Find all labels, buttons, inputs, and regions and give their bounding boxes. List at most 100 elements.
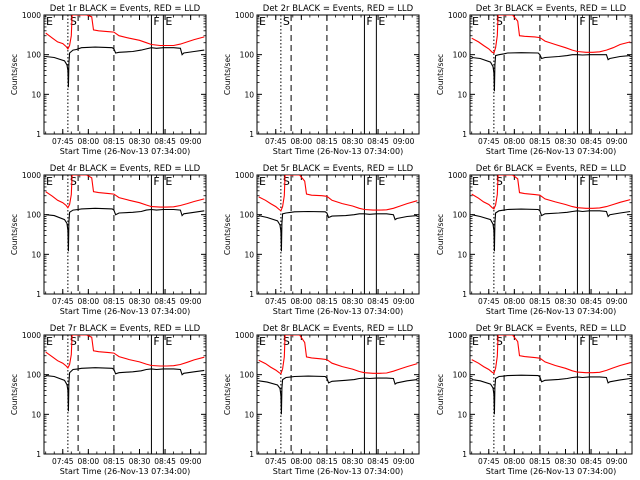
chart-title: Det 3r BLACK = Events, RED = LLD [476,4,627,14]
y-tick-label: 1 [462,450,467,459]
event-marker-label: E [378,335,385,348]
series-events-line [45,207,205,252]
x-tick-label: 09:00 [180,297,202,306]
x-tick-label: 07:45 [52,457,74,466]
event-marker-label: E [472,335,479,348]
event-marker-label: F [366,175,372,188]
x-tick-label: 08:00 [78,137,100,146]
event-marker-label: E [46,175,53,188]
x-tick-label: 08:15 [529,137,551,146]
x-tick-label: 08:30 [129,457,151,466]
x-tick-label: 08:45 [154,137,176,146]
y-tick-label: 1 [249,450,254,459]
y-tick-label: 100 [240,371,255,380]
x-tick-label: 08:30 [555,457,577,466]
x-axis-label: Start Time (26-Nov-13 07:34:00) [486,467,616,476]
x-tick-label: 07:45 [265,297,287,306]
y-tick-label: 1000 [22,331,41,340]
x-tick-label: 08:45 [154,297,176,306]
x-axis-label: Start Time (26-Nov-13 07:34:00) [273,147,403,156]
x-tick-label: 07:45 [52,297,74,306]
x-tick-label: 08:45 [580,297,602,306]
event-marker-label: E [472,175,479,188]
x-tick-label: 08:00 [78,457,100,466]
x-tick-label: 09:00 [180,137,202,146]
x-tick-label: 08:30 [555,297,577,306]
x-axis-label: Start Time (26-Nov-13 07:34:00) [273,307,403,316]
x-tick-label: 08:30 [555,137,577,146]
x-tick-label: 08:00 [504,137,526,146]
chart-title: Det 9r BLACK = Events, RED = LLD [476,324,627,334]
y-tick-label: 1000 [22,11,41,20]
event-marker-label: E [378,15,385,28]
x-tick-label: 08:45 [580,137,602,146]
x-axis-label: Start Time (26-Nov-13 07:34:00) [486,307,616,316]
y-tick-label: 100 [27,371,42,380]
event-marker-label: E [591,175,598,188]
y-tick-label: 1000 [448,331,467,340]
event-marker-label: S [496,15,503,28]
x-tick-label: 08:00 [291,297,313,306]
x-tick-label: 08:15 [529,297,551,306]
series-lld-line [45,15,205,50]
x-tick-label: 07:45 [52,137,74,146]
event-marker-label: E [472,15,479,28]
event-marker-label: F [153,15,159,28]
chart-title: Det 4r BLACK = Events, RED = LLD [50,164,201,174]
x-tick-label: 08:15 [316,457,338,466]
x-tick-label: 09:00 [606,297,628,306]
series-lld-line [258,175,418,212]
x-tick-label: 08:45 [367,457,389,466]
series-lld-line [471,335,631,375]
y-tick-label: 100 [453,51,468,60]
x-tick-label: 08:15 [316,137,338,146]
event-marker-label: F [366,335,372,348]
event-marker-label: E [165,175,172,188]
series-events-line [258,375,418,415]
x-tick-label: 09:00 [393,297,415,306]
x-tick-label: 07:45 [478,457,500,466]
chart-title: Det 6r BLACK = Events, RED = LLD [476,164,627,174]
x-tick-label: 09:00 [393,457,415,466]
event-marker-label: S [283,335,290,348]
y-axis-label: Counts/sec [223,214,232,255]
x-tick-label: 08:45 [367,137,389,146]
y-axis-label: Counts/sec [10,374,19,415]
chart-panel-4: Det 4r BLACK = Events, RED = LLD 1 10 100 10… [10,164,207,316]
event-marker-label: S [70,175,77,188]
y-tick-label: 100 [27,51,42,60]
x-tick-label: 08:15 [103,457,125,466]
event-marker-label: S [283,15,290,28]
x-tick-label: 08:00 [504,457,526,466]
x-axis-label: Start Time (26-Nov-13 07:34:00) [486,147,616,156]
y-axis-label: Counts/sec [223,54,232,95]
x-tick-label: 08:30 [129,297,151,306]
y-tick-label: 1 [36,290,41,299]
event-marker-label: E [591,15,598,28]
y-tick-label: 1000 [448,171,467,180]
x-tick-label: 09:00 [606,457,628,466]
series-lld-line [471,15,631,54]
chart-panel-6: Det 6r BLACK = Events, RED = LLD 1 10 100 10… [436,164,633,316]
x-tick-label: 07:45 [478,137,500,146]
x-axis-label: Start Time (26-Nov-13 07:34:00) [60,307,190,316]
chart-title: Det 1r BLACK = Events, RED = LLD [50,4,201,14]
event-marker-label: E [46,15,53,28]
x-tick-label: 08:00 [78,297,100,306]
x-tick-label: 09:00 [180,457,202,466]
event-marker-label: F [579,15,585,28]
x-tick-label: 08:30 [342,137,364,146]
y-tick-label: 1 [249,290,254,299]
y-tick-label: 10 [31,250,41,259]
series-lld-line [45,175,205,209]
y-tick-label: 1000 [22,171,41,180]
y-tick-label: 1000 [235,171,254,180]
y-axis-label: Counts/sec [10,214,19,255]
event-marker-label: E [378,175,385,188]
x-tick-label: 08:30 [342,457,364,466]
y-tick-label: 100 [453,211,468,220]
x-tick-label: 09:00 [606,137,628,146]
chart-panel-7: Det 7r BLACK = Events, RED = LLD 1 10 100 10… [10,324,207,476]
chart-panel-9: Det 9r BLACK = Events, RED = LLD 1 10 100 10… [436,324,633,476]
